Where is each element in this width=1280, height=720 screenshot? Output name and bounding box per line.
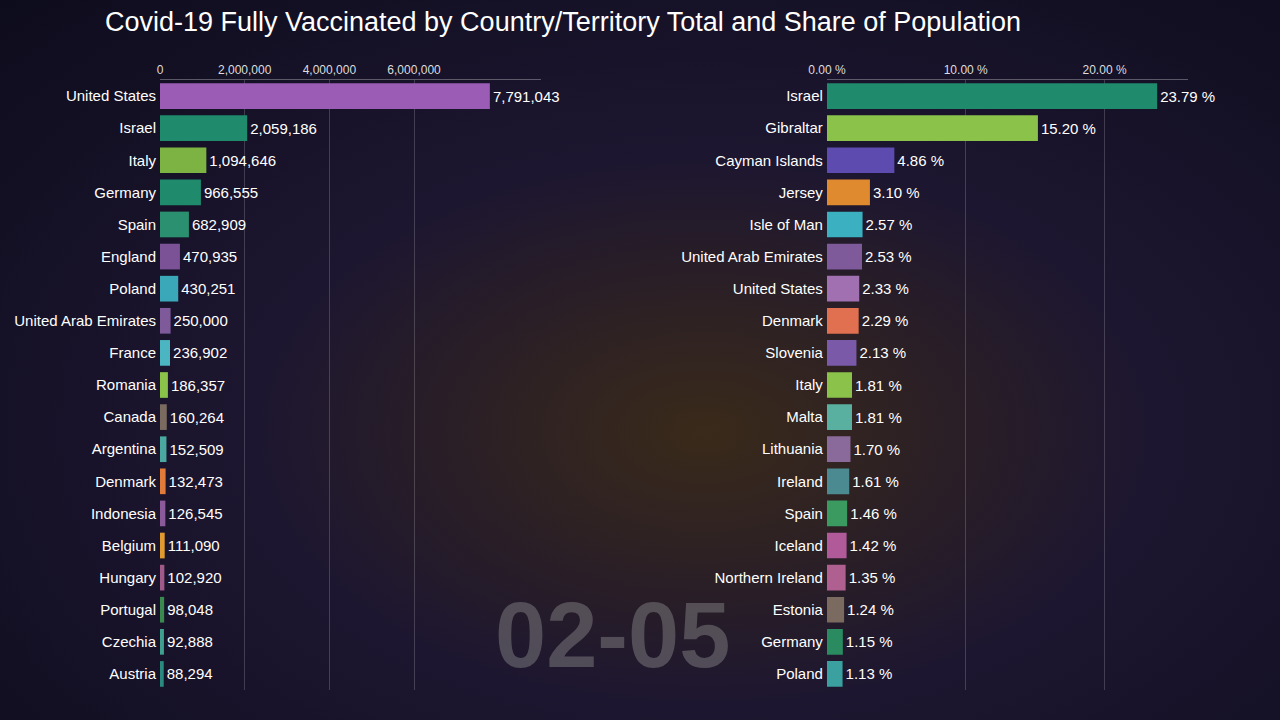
- svg-text:Isle of Man: Isle of Man: [750, 216, 823, 233]
- svg-text:1.42 %: 1.42 %: [850, 537, 897, 554]
- svg-text:United Arab Emirates: United Arab Emirates: [14, 312, 156, 329]
- svg-text:Hungary: Hungary: [99, 569, 156, 586]
- svg-text:3.10 %: 3.10 %: [873, 184, 920, 201]
- svg-text:Czechia: Czechia: [102, 633, 157, 650]
- svg-text:2.57 %: 2.57 %: [866, 216, 913, 233]
- svg-text:England: England: [101, 248, 156, 265]
- svg-text:Denmark: Denmark: [95, 473, 156, 490]
- svg-text:Gibraltar: Gibraltar: [765, 119, 823, 136]
- svg-text:Jersey: Jersey: [779, 184, 824, 201]
- svg-text:1.35 %: 1.35 %: [849, 569, 896, 586]
- svg-text:France: France: [109, 344, 156, 361]
- svg-text:4,000,000: 4,000,000: [303, 63, 357, 77]
- svg-text:682,909: 682,909: [192, 216, 246, 233]
- svg-text:92,888: 92,888: [167, 633, 213, 650]
- svg-text:0: 0: [157, 63, 164, 77]
- svg-text:2,059,186: 2,059,186: [250, 120, 317, 137]
- svg-text:1.24 %: 1.24 %: [847, 601, 894, 618]
- svg-text:2,000,000: 2,000,000: [218, 63, 272, 77]
- svg-text:111,090: 111,090: [168, 537, 220, 554]
- svg-text:United States: United States: [66, 87, 156, 104]
- svg-text:23.79 %: 23.79 %: [1160, 88, 1215, 105]
- svg-text:Israel: Israel: [786, 87, 823, 104]
- svg-text:Poland: Poland: [109, 280, 156, 297]
- svg-text:250,000: 250,000: [174, 312, 228, 329]
- svg-text:152,509: 152,509: [169, 441, 223, 458]
- svg-text:Denmark: Denmark: [762, 312, 823, 329]
- svg-text:2.53 %: 2.53 %: [865, 248, 912, 265]
- svg-text:Indonesia: Indonesia: [91, 505, 157, 522]
- svg-text:Cayman Islands: Cayman Islands: [715, 152, 823, 169]
- svg-text:Italy: Italy: [795, 376, 823, 393]
- svg-text:Spain: Spain: [118, 216, 156, 233]
- svg-text:02-05: 02-05: [495, 584, 730, 686]
- svg-text:Portugal: Portugal: [100, 601, 156, 618]
- svg-text:Argentina: Argentina: [92, 440, 157, 457]
- svg-text:7,791,043: 7,791,043: [493, 88, 560, 105]
- svg-text:4.86 %: 4.86 %: [897, 152, 944, 169]
- svg-text:236,902: 236,902: [173, 344, 227, 361]
- svg-text:Belgium: Belgium: [102, 537, 156, 554]
- svg-text:Poland: Poland: [776, 665, 823, 682]
- svg-text:1.15 %: 1.15 %: [846, 633, 893, 650]
- svg-text:186,357: 186,357: [171, 377, 225, 394]
- svg-text:6,000,000: 6,000,000: [387, 63, 441, 77]
- svg-text:Northern Ireland: Northern Ireland: [714, 569, 822, 586]
- svg-text:Germany: Germany: [94, 184, 156, 201]
- svg-text:10.00 %: 10.00 %: [944, 63, 988, 77]
- svg-text:1.81 %: 1.81 %: [855, 377, 902, 394]
- svg-text:2.33 %: 2.33 %: [862, 280, 909, 297]
- svg-text:0.00 %: 0.00 %: [808, 63, 846, 77]
- svg-text:88,294: 88,294: [167, 665, 213, 682]
- svg-text:98,048: 98,048: [167, 601, 213, 618]
- svg-text:160,264: 160,264: [170, 409, 224, 426]
- svg-text:470,935: 470,935: [183, 248, 237, 265]
- svg-text:1.46 %: 1.46 %: [850, 505, 897, 522]
- svg-text:Estonia: Estonia: [773, 601, 824, 618]
- svg-text:Germany: Germany: [761, 633, 823, 650]
- svg-text:Canada: Canada: [103, 408, 156, 425]
- svg-text:Ireland: Ireland: [777, 473, 823, 490]
- svg-text:966,555: 966,555: [204, 184, 258, 201]
- svg-text:Romania: Romania: [96, 376, 157, 393]
- svg-text:Slovenia: Slovenia: [765, 344, 823, 361]
- svg-text:1.13 %: 1.13 %: [846, 665, 893, 682]
- svg-text:Lithuania: Lithuania: [762, 440, 824, 457]
- svg-text:15.20 %: 15.20 %: [1041, 120, 1096, 137]
- svg-text:Spain: Spain: [785, 505, 823, 522]
- svg-text:2.13 %: 2.13 %: [859, 344, 906, 361]
- svg-text:430,251: 430,251: [181, 280, 235, 297]
- svg-text:1.81 %: 1.81 %: [855, 409, 902, 426]
- svg-text:1.61 %: 1.61 %: [852, 473, 899, 490]
- svg-text:Israel: Israel: [119, 119, 156, 136]
- svg-text:Austria: Austria: [109, 665, 156, 682]
- svg-text:20.00 %: 20.00 %: [1083, 63, 1127, 77]
- svg-text:2.29 %: 2.29 %: [862, 312, 909, 329]
- svg-text:1.70 %: 1.70 %: [853, 441, 900, 458]
- svg-text:1,094,646: 1,094,646: [209, 152, 276, 169]
- svg-text:102,920: 102,920: [167, 569, 221, 586]
- svg-text:United States: United States: [733, 280, 823, 297]
- svg-text:Malta: Malta: [786, 408, 823, 425]
- svg-text:Covid-19 Fully Vaccinated by C: Covid-19 Fully Vaccinated by Country/Ter…: [105, 7, 1021, 37]
- svg-text:Italy: Italy: [128, 152, 156, 169]
- svg-text:Iceland: Iceland: [775, 537, 823, 554]
- svg-text:United Arab Emirates: United Arab Emirates: [681, 248, 823, 265]
- svg-text:132,473: 132,473: [169, 473, 223, 490]
- svg-text:126,545: 126,545: [168, 505, 222, 522]
